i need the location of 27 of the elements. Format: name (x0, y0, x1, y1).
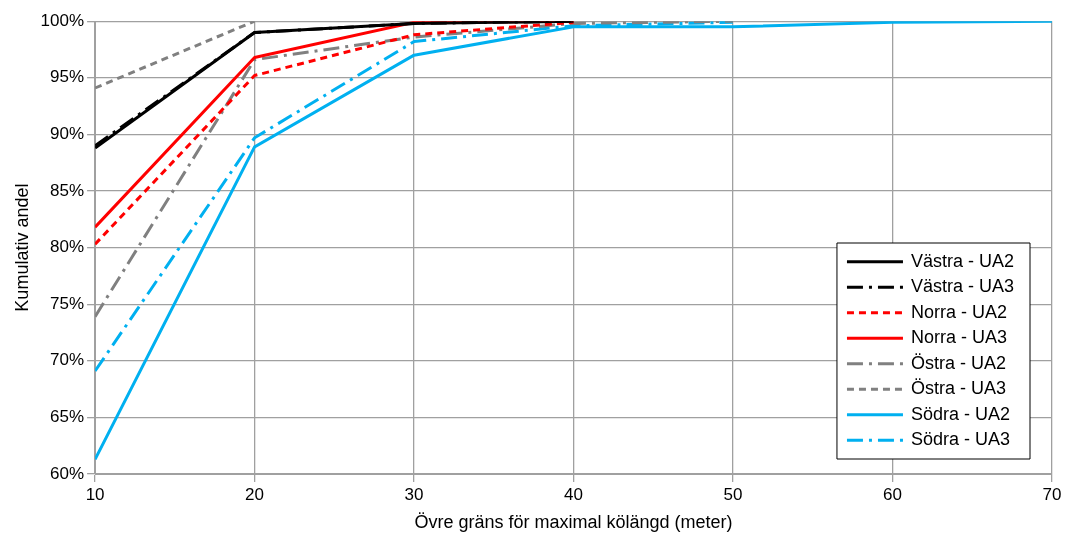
y-tick-label: 80% (50, 237, 85, 257)
x-axis-title: Övre gräns för maximal kölängd (meter) (414, 512, 733, 533)
y-tick-label: 70% (50, 350, 85, 370)
y-tick-label: 95% (50, 67, 85, 87)
x-tick-label: 30 (404, 484, 424, 504)
y-tick-label: 100% (40, 10, 85, 30)
legend-label: Norra - UA3 (910, 327, 1007, 348)
x-tick-label: 20 (245, 484, 265, 504)
legend-label: Östra - UA3 (910, 378, 1006, 399)
y-tick-label: 65% (50, 407, 85, 427)
x-tick-label: 70 (1042, 484, 1062, 504)
legend-label: Södra - UA3 (910, 429, 1011, 450)
y-tick-label: 85% (50, 180, 85, 200)
y-tick-label: 90% (50, 124, 85, 144)
x-tick-label: 60 (883, 484, 902, 504)
y-axis-title: Kumulativ andel (11, 183, 32, 312)
x-tick-label: 50 (723, 484, 743, 504)
legend-label: Västra - UA3 (910, 276, 1015, 297)
y-tick-label: 75% (50, 293, 85, 313)
x-tick-label: 10 (85, 484, 105, 504)
legend-label: Södra - UA2 (910, 403, 1011, 424)
x-tick-label: 40 (564, 484, 583, 504)
legend-label: Norra - UA2 (910, 301, 1007, 322)
y-tick-label: 60% (50, 463, 85, 483)
legend-label: Östra - UA2 (910, 352, 1006, 373)
legend-label: Västra - UA2 (910, 250, 1015, 271)
line-series (95, 21, 735, 319)
